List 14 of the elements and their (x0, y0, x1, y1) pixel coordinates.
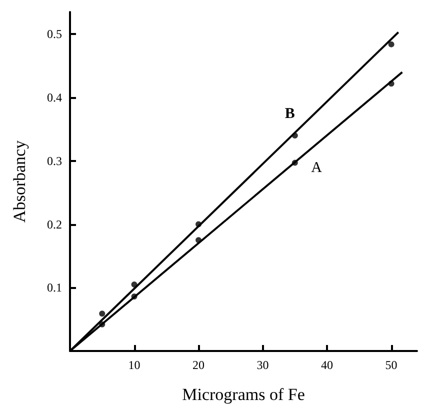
x-axis-title: Micrograms of Fe (182, 385, 305, 404)
x-tick-label: 10 (128, 358, 140, 372)
series-label: B (284, 106, 295, 122)
y-tick-label: 0.3 (47, 154, 62, 168)
y-tick-label: 0.4 (47, 90, 62, 105)
x-tick-label: 50 (385, 358, 398, 372)
y-tick-label: 0.1 (47, 280, 62, 295)
x-tick-label: 20 (192, 358, 205, 372)
series-label: A (311, 160, 322, 176)
y-tick-label: 0.2 (47, 217, 62, 232)
x-tick-label: 30 (256, 358, 269, 372)
y-tick-label: 0.5 (47, 27, 62, 42)
x-tick-label: 40 (321, 358, 334, 372)
y-axis-title: Absorbancy (10, 140, 29, 223)
